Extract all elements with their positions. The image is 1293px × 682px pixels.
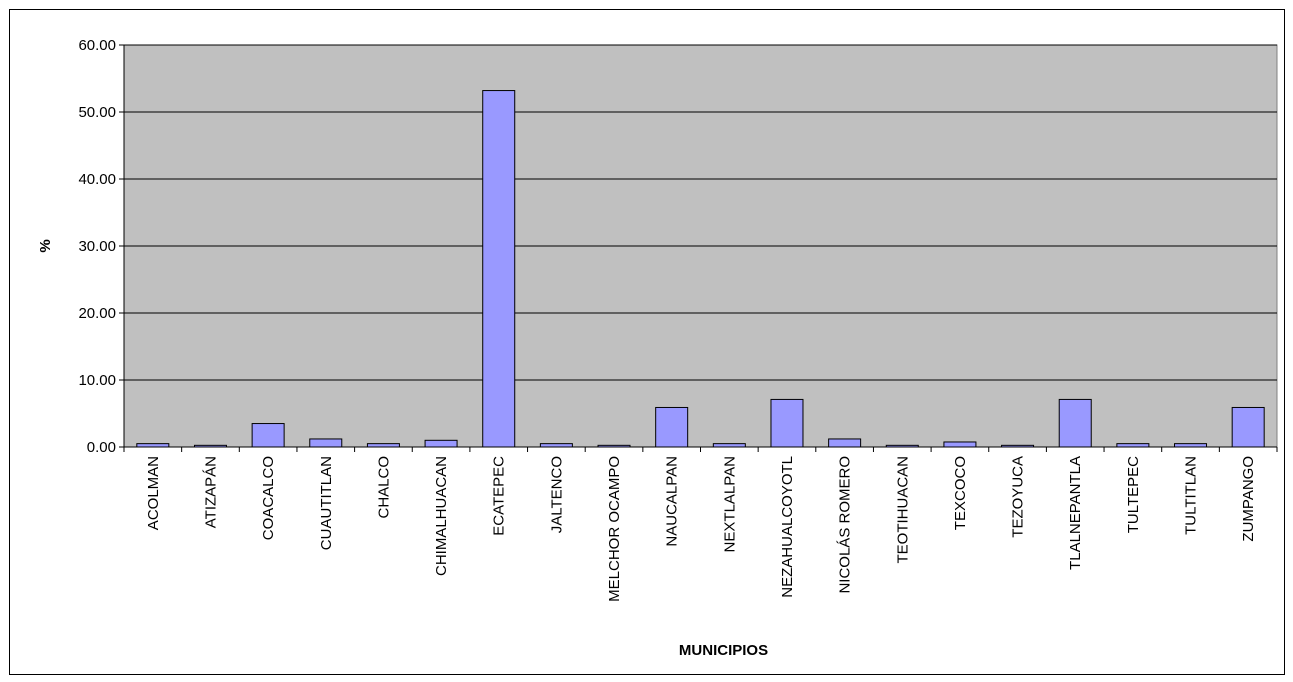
x-tick-label: ATIZAPÁN [202,456,219,528]
bar [482,90,516,448]
bar [1058,398,1092,448]
x-tick-labels: ACOLMAN ATIZAPÁN COACALCO CUAUTITLAN CHALCO C… [145,456,1257,602]
x-tick-label: TULTEPEC [1125,456,1142,533]
chart-container: 0.00 10.00 20.00 30.00 40.00 50.00 60.00 ACOLM… [9,9,1285,675]
bar [1231,406,1265,448]
x-tick-label: ZUMPANGO [1240,456,1257,542]
x-tick-label: NAUCALPAN [664,456,681,547]
bar [712,443,746,448]
y-tick-label: 20.00 [78,305,116,322]
x-tick-label: ECATEPEC [491,456,508,536]
y-tick-label: 30.00 [78,238,116,255]
x-tick-label: TEOTIHUACAN [894,456,911,564]
y-axis-title: % [37,239,54,252]
x-tick-label: CHIMALHUACAN [433,456,450,576]
bar [309,438,343,448]
x-tick-label: NEZAHUALCOYOTL [779,456,796,598]
y-tick-labels: 0.00 10.00 20.00 30.00 40.00 50.00 60.00 [78,37,116,456]
y-tick-label: 50.00 [78,104,116,121]
bar [539,443,573,448]
x-tick-label: NICOLÁS ROMERO [837,456,854,594]
bar [943,441,977,448]
bar [424,439,458,448]
y-tick-label: 10.00 [78,372,116,389]
x-tick-label: TEZOYUCA [1010,456,1027,538]
gridlines [124,44,1277,381]
bar [828,438,862,448]
bar [770,398,804,448]
bar [1174,443,1208,448]
x-tick-label: ACOLMAN [145,456,162,530]
bar [366,443,400,448]
y-tick-label: 0.00 [87,439,116,456]
y-tick-label: 60.00 [78,37,116,54]
axes [119,44,1278,452]
x-tick-label: TLALNEPANTLA [1067,456,1084,570]
x-tick-label: COACALCO [260,456,277,540]
bar [1116,443,1150,448]
bar-chart: 0.00 10.00 20.00 30.00 40.00 50.00 60.00 ACOLM… [37,37,1278,659]
x-tick-label: MELCHOR OCAMPO [606,456,623,602]
x-tick-label: CUAUTITLAN [318,456,335,550]
y-tick-label: 40.00 [78,171,116,188]
bar [655,406,689,448]
bars [136,90,1265,448]
bar [136,443,170,448]
x-tick-label: TEXCOCO [952,456,969,530]
bar [251,423,285,448]
x-tick-label: JALTENCO [548,456,565,533]
x-tick-label: TULTITLAN [1183,456,1200,535]
x-axis-title: MUNICIPIOS [679,642,768,659]
x-tick-label: CHALCO [375,456,392,519]
x-tick-label: NEXTLALPAN [721,456,738,552]
